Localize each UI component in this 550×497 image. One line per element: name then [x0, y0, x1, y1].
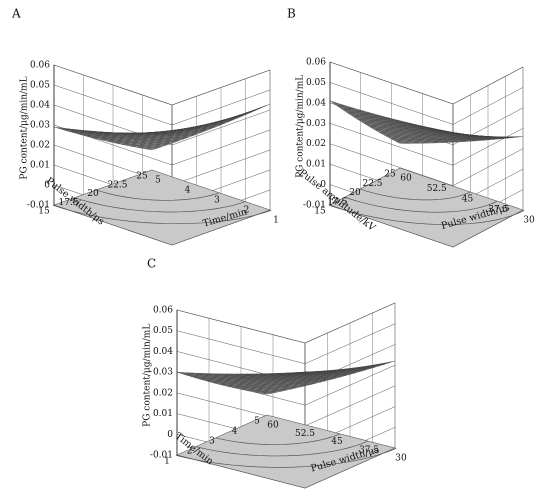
y-tick-label: 22.5	[362, 179, 382, 189]
x-tick-label: 37.5	[359, 445, 379, 455]
x-tick-label: 60	[267, 421, 279, 431]
y-tick-label: 1	[164, 457, 170, 467]
z-tick-label: -0.01	[303, 201, 326, 211]
response-surface	[329, 100, 524, 144]
y-tick-label: 2	[187, 447, 193, 457]
z-tick-label: 0.06	[30, 61, 50, 71]
x-tick-label: 3	[214, 196, 220, 206]
z-axis-title: PG content/μg/min/mL	[143, 324, 153, 427]
z-tick-label: 0.01	[153, 409, 173, 419]
y-tick-label: 25	[384, 170, 396, 180]
y-tick-label: 25	[136, 172, 148, 182]
response-surface	[53, 103, 271, 151]
z-tick-label: 0.04	[30, 101, 50, 111]
x-tick-label: 4	[185, 186, 191, 196]
z-tick-label: -0.01	[150, 451, 173, 461]
floor-plane	[53, 169, 271, 246]
panel-label: B	[287, 7, 296, 21]
z-tick-label: 0.03	[30, 121, 50, 131]
z-tick-label: 0.04	[306, 98, 326, 108]
chart-panel-c: -0.01 0 0.01 0.02 0.03 0.04 0.05 0.06 PG content…	[135, 250, 420, 497]
floor-plane	[329, 167, 524, 248]
floor-plane	[176, 414, 396, 489]
x-tick-label: 30	[395, 454, 407, 464]
floor-contour	[344, 196, 498, 213]
z-tick-label: 0.02	[30, 141, 50, 151]
y-tick-label: 15	[38, 207, 50, 217]
y-tick-label: 4	[232, 427, 238, 437]
z-axis-title: PG content/μg/min/mL	[20, 76, 30, 179]
x-tick-label: 5	[155, 176, 161, 186]
x-tick-label: 45	[462, 195, 474, 205]
z-tick-label: 0.04	[153, 347, 173, 357]
y-tick-label: 5	[254, 417, 260, 427]
y-tick-label: 15	[314, 207, 326, 217]
floor-contour	[329, 205, 525, 225]
z-tick-label: 0.05	[153, 326, 173, 336]
x-tick-label: 52.5	[295, 429, 315, 439]
x-tick-label: 60	[400, 174, 412, 184]
x-tick-label: 1	[273, 216, 279, 226]
x-tick-label: 37.5	[488, 205, 508, 215]
x-tick-label: 45	[331, 437, 343, 447]
z-tick-label: 0.02	[153, 388, 173, 398]
z-tick-label: 0.01	[30, 161, 50, 171]
x-tick-label: 52.5	[427, 184, 447, 194]
chart-panel-a: -0.01 0 0.01 0.02 0.03 0.04 0.05 0.06 PG content…	[0, 0, 279, 250]
z-tick-label: 0.03	[306, 119, 326, 129]
y-tick-label: 20	[87, 189, 99, 199]
floor-contour	[195, 440, 369, 457]
y-tick-label: 17.5	[58, 198, 78, 208]
y-tick-label: 17.5	[327, 197, 347, 207]
floor-contour	[96, 189, 220, 201]
floor-contour	[176, 448, 397, 468]
response-surface	[176, 360, 396, 395]
x-tick-label: 30	[523, 216, 535, 226]
floor-contour	[52, 205, 272, 225]
chart-panel-b: -0.01 0 0.01 0.02 0.03 0.04 0.05 0.06 PG content…	[275, 0, 550, 250]
z-tick-label: 0.06	[306, 58, 326, 68]
z-axis-title: PG content/μg/min/mL	[296, 75, 306, 178]
z-tick-label: 0	[167, 430, 173, 440]
z-tick-label: 0.05	[306, 78, 326, 88]
panel-label: A	[11, 7, 21, 21]
z-tick-label: 0.02	[306, 139, 326, 149]
x-tick-label: 2	[244, 206, 250, 216]
z-tick-label: 0.01	[306, 160, 326, 170]
floor-contour	[359, 188, 471, 201]
z-tick-label: 0	[320, 180, 326, 190]
z-tick-label: -0.01	[27, 201, 50, 211]
y-tick-label: 20	[349, 188, 361, 198]
y-tick-label: 22.5	[107, 180, 127, 190]
floor-contour	[74, 197, 246, 213]
floor-contour	[215, 433, 341, 445]
z-tick-label: 0.05	[30, 81, 50, 91]
panel-label: C	[147, 257, 156, 271]
z-tick-label: 0	[44, 181, 50, 191]
z-tick-label: 0.06	[153, 306, 173, 316]
z-tick-label: 0.03	[153, 368, 173, 378]
y-tick-label: 3	[209, 437, 215, 447]
